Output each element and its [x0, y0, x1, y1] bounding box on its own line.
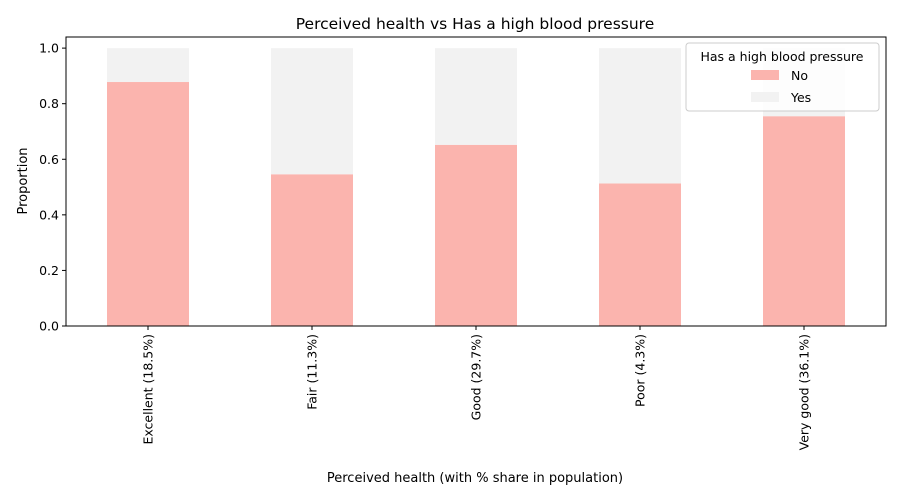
bar-yes-good — [435, 48, 517, 145]
bar-no-very-good — [763, 116, 845, 326]
bar-yes-fair — [271, 48, 353, 175]
legend-title: Has a high blood pressure — [700, 49, 863, 64]
legend: Has a high blood pressure No Yes — [685, 42, 880, 112]
legend-swatch-yes — [751, 92, 779, 102]
x-tick-label: Good (29.7%) — [469, 334, 484, 420]
bars-layer — [107, 48, 845, 327]
y-tick-label: 0.0 — [39, 319, 59, 334]
x-tick-label: Very good (36.1%) — [797, 334, 812, 450]
y-tick-label: 0.8 — [39, 96, 59, 111]
bar-yes-excellent — [107, 48, 189, 83]
bar-no-excellent — [107, 82, 189, 327]
legend-swatch-no — [751, 70, 779, 80]
y-tick-label: 1.0 — [39, 41, 59, 56]
bar-no-good — [435, 144, 517, 326]
chart-title: Perceived health vs Has a high blood pre… — [296, 15, 655, 33]
legend-label-no: No — [791, 68, 808, 83]
x-tick-label: Poor (4.3%) — [633, 334, 648, 407]
y-tick-label: 0.2 — [39, 263, 59, 278]
x-tick-label: Excellent (18.5%) — [141, 334, 156, 445]
bar-yes-poor — [599, 48, 681, 184]
x-axis-title: Perceived health (with % share in popula… — [327, 471, 623, 486]
legend-label-yes: Yes — [790, 90, 811, 105]
y-tick-label: 0.4 — [39, 207, 59, 222]
bar-no-poor — [599, 183, 681, 326]
y-tick-label: 0.6 — [39, 152, 59, 167]
y-axis-title: Proportion — [16, 147, 31, 214]
bar-no-fair — [271, 174, 353, 326]
x-axis: Excellent (18.5%) Fair (11.3%) Good (29.7%… — [141, 326, 812, 450]
y-axis: 0.0 0.2 0.4 0.6 0.8 1.0 — [39, 41, 66, 334]
legend-box — [685, 42, 880, 112]
x-tick-label: Fair (11.3%) — [305, 334, 320, 410]
